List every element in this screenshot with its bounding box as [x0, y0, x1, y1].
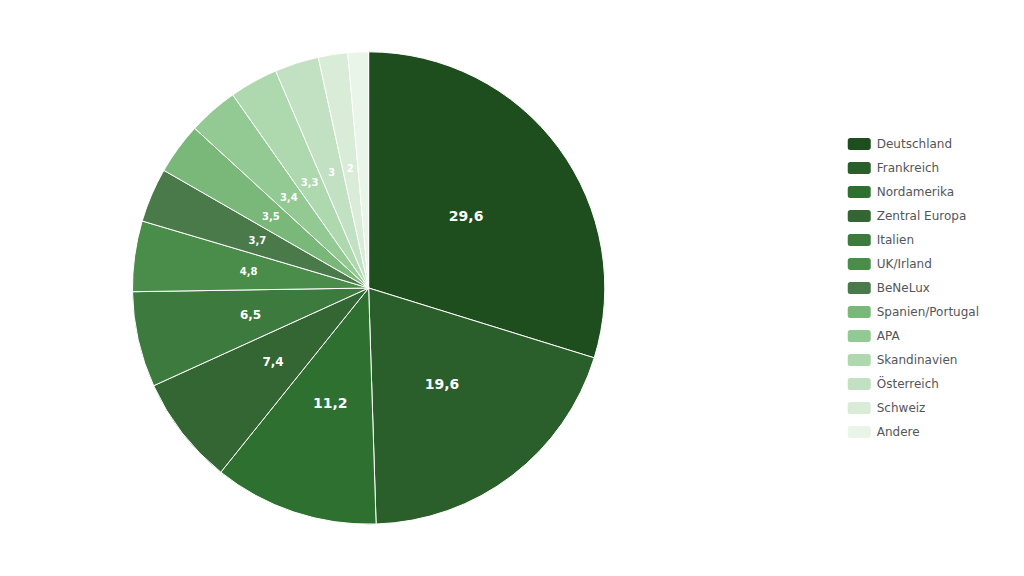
- svg-text:Schweiz: Schweiz: [877, 401, 926, 415]
- svg-text:Österreich: Österreich: [877, 375, 939, 391]
- svg-text:6,5: 6,5: [240, 308, 261, 322]
- svg-text:BeNeLux: BeNeLux: [877, 281, 930, 295]
- svg-text:3,5: 3,5: [262, 211, 280, 222]
- svg-text:Italien: Italien: [877, 233, 914, 247]
- svg-text:3: 3: [328, 167, 335, 178]
- svg-text:19,6: 19,6: [425, 376, 460, 392]
- svg-text:2: 2: [347, 163, 354, 174]
- svg-text:Skandinavien: Skandinavien: [877, 353, 958, 367]
- svg-text:Nordamerika: Nordamerika: [877, 185, 954, 199]
- svg-text:Spanien/Portugal: Spanien/Portugal: [877, 305, 979, 319]
- svg-text:7,4: 7,4: [262, 355, 283, 369]
- svg-text:Andere: Andere: [877, 425, 920, 439]
- svg-text:Frankreich: Frankreich: [877, 161, 939, 175]
- svg-text:29,6: 29,6: [449, 208, 484, 224]
- svg-text:3,7: 3,7: [248, 235, 266, 246]
- svg-text:4,8: 4,8: [240, 266, 258, 277]
- svg-text:3,3: 3,3: [301, 177, 319, 188]
- svg-text:APA: APA: [877, 329, 901, 343]
- svg-text:3,4: 3,4: [280, 192, 298, 203]
- svg-text:Zentral Europa: Zentral Europa: [877, 209, 967, 223]
- svg-text:11,2: 11,2: [313, 395, 348, 411]
- svg-text:UK/Irland: UK/Irland: [877, 257, 932, 271]
- svg-text:Deutschland: Deutschland: [877, 137, 952, 151]
